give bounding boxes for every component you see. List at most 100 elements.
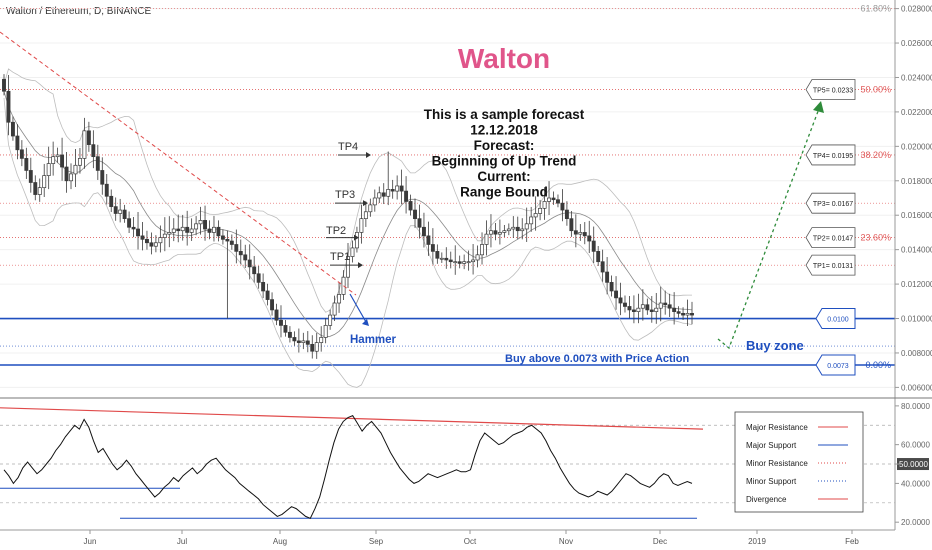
bullish-candle [372,197,377,206]
bearish-candle [33,182,38,195]
price-tick-label: 0.026000 [901,39,932,48]
buy-instruction-text: Buy above 0.0073 with Price Action [505,353,689,365]
bullish-candle [395,185,400,192]
forecast-text-line: Beginning of Up Trend [432,154,577,169]
price-tick-label: 0.022000 [901,108,932,117]
rsi-tick-label: 20.0000 [901,518,930,527]
time-tick-label: 2019 [748,537,766,546]
bearish-candle [238,251,243,256]
bullish-candle [484,233,489,245]
bullish-candle [640,304,645,309]
fib-level-label: 38.20% [860,150,891,160]
bearish-candle [310,343,315,352]
bullish-candle [520,228,525,232]
bearish-candle [627,306,632,311]
bearish-candle [60,154,65,168]
bearish-candle [587,235,592,242]
bearish-candle [207,228,212,233]
bullish-candle [194,223,199,230]
time-tick-label: Dec [653,537,667,546]
bullish-candle [529,216,534,225]
bullish-candle [319,337,324,343]
time-tick-label: Aug [273,537,287,546]
bearish-candle [605,271,610,283]
bullish-candle [377,192,382,199]
buy-zone-label: Buy zone [746,338,804,353]
rsi-highlight-box [897,458,929,471]
bearish-candle [457,261,462,264]
time-tick-label: Jun [84,537,97,546]
bearish-candle [296,340,301,343]
bearish-candle [2,78,6,92]
legend-label: Minor Support [746,477,797,486]
price-tick-label: 0.020000 [901,142,932,151]
bearish-candle [305,340,310,345]
bearish-candle [448,259,453,263]
bearish-candle [252,266,257,275]
bb-lower-band [3,98,693,388]
tp-marker-label: TP2 [326,225,346,237]
bullish-candle [73,164,78,175]
bearish-candle [279,319,283,326]
bullish-candle [332,302,337,316]
bearish-candle [618,297,623,304]
bearish-candle [149,242,154,247]
bearish-candle [556,199,560,204]
tp-callout-text: TP3= 0.0167 [813,201,853,208]
tp-callout-box [805,192,856,214]
bearish-candle [19,149,24,159]
bullish-candle [475,254,480,261]
bullish-candle [524,223,529,230]
bullish-candle [51,156,56,164]
bullish-candle [301,340,306,343]
bearish-candle [381,192,386,197]
bullish-candle [69,173,73,182]
price-axis: 0.028000 0.026000 0.024000 0.022000 0.020000… [0,0,932,530]
bearish-candle [515,226,520,232]
bullish-candle [77,158,82,166]
bullish-candle [46,163,51,176]
bullish-candle [511,226,516,230]
candlesticks [2,74,694,359]
tp-marker-arrowhead [358,262,363,269]
bullish-candle [354,232,359,249]
bearish-candle [551,197,556,201]
bearish-candle [591,240,596,252]
bullish-candle [578,232,583,235]
bullish-candle [212,226,216,233]
tp-callout-text: TP1= 0.0131 [813,263,853,270]
bearish-candle [404,190,409,202]
bearish-candle [86,130,91,145]
bullish-candle [386,189,391,197]
bearish-candle [417,218,422,228]
tp-callout-text: TP4= 0.0195 [813,153,853,160]
forecast-text-line: 12.12.2018 [470,123,538,138]
legend-label: Divergence [746,495,787,504]
forecast-text-line: Current: [477,169,530,184]
level-callout-text: 0.0073 [827,363,849,370]
bearish-candle [122,209,127,220]
price-tick-label: 0.010000 [901,315,932,324]
bullish-candle [167,232,172,235]
tp-marker-arrowhead [363,200,368,207]
level-callout-box [815,354,856,376]
uptrend-arrowhead [813,101,824,113]
tp-marker-arrowhead [354,234,359,241]
bearish-candle [426,235,431,245]
bullish-candle [346,256,350,278]
bollinger-bands [3,68,693,388]
bullish-candle [198,220,203,225]
bullish-candle [466,261,471,264]
bearish-candle [287,331,292,338]
bearish-candle [145,238,149,244]
bearish-candle [676,311,681,314]
bearish-candle [28,170,33,183]
bearish-candle [176,228,181,232]
bearish-candle [283,325,288,333]
bearish-candle [435,251,440,259]
bb-middle-band [3,91,693,338]
bullish-candle [171,228,176,233]
bearish-candle [564,209,569,220]
bullish-candle [453,261,458,264]
